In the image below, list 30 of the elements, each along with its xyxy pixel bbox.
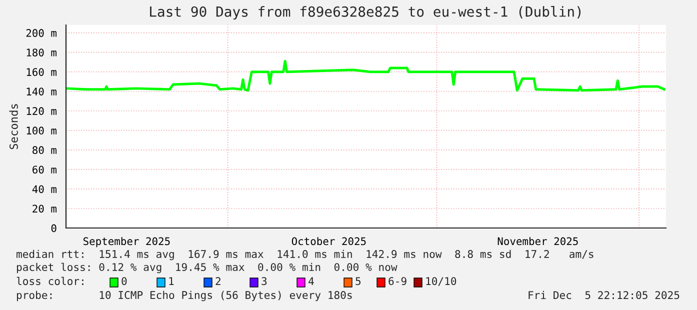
y-tick-label: 160 m bbox=[26, 68, 56, 76]
text: 0 bbox=[122, 277, 127, 286]
text: loss color: bbox=[16, 276, 84, 286]
y-tick-label: 120 m bbox=[26, 107, 56, 116]
x-tick-label: September 2025 bbox=[83, 237, 170, 248]
text: 5 bbox=[356, 277, 361, 286]
y-tick-label: 40 m bbox=[32, 185, 56, 194]
y-tick-label: 0 bbox=[51, 224, 56, 232]
x-tick-label: October 2025 bbox=[292, 237, 366, 246]
text: 4 bbox=[308, 277, 314, 285]
y-tick-label: 60 m bbox=[32, 166, 56, 174]
x-tick-label: November 2025 bbox=[498, 237, 578, 246]
text: Fri Dec 5 22:12:05 2025 bbox=[528, 290, 680, 300]
text: 1 bbox=[169, 277, 174, 285]
chart-title: Last 90 Days from f89e6328e825 to eu-west-1 (Dublin) bbox=[150, 6, 581, 20]
line-series bbox=[66, 60, 666, 92]
y-tick-label: 140 m bbox=[26, 88, 56, 96]
y-tick-label: 180 m bbox=[26, 48, 56, 56]
y-axis-title: Seconds bbox=[9, 104, 18, 150]
text: packet loss: 0.12 % avg 19.45 % max 0.00 % min 0.00 % now bbox=[16, 262, 398, 274]
text: 6-9 bbox=[388, 277, 406, 286]
y-tick-label: 200 m bbox=[26, 29, 56, 37]
text: 3 bbox=[262, 277, 267, 286]
y-tick-label: 80 m bbox=[32, 146, 56, 154]
y-tick-label: 20 m bbox=[32, 204, 56, 213]
text: probe: 10 ICMP Echo Pings (56 Bytes) every 180s bbox=[16, 290, 352, 302]
text: 10/10 bbox=[426, 277, 456, 286]
text: median rtt: 151.4 ms avg 167.9 ms max 141.0 ms min 142.9 ms now 8.8 ms sd 17.2 am/s bbox=[16, 250, 594, 260]
y-tick-label: 100 m bbox=[26, 126, 56, 135]
text: 2 bbox=[216, 277, 220, 285]
